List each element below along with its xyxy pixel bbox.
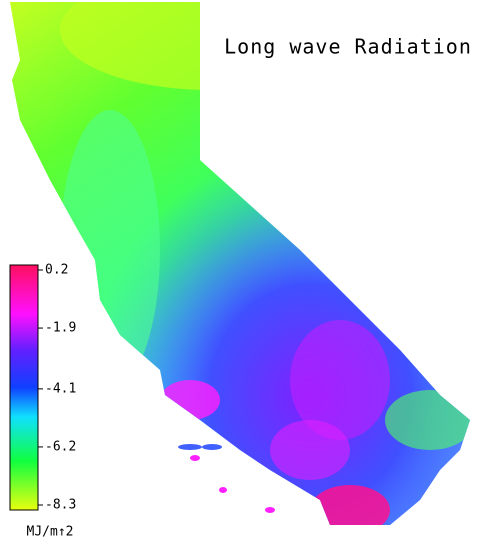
colorbar-tick-label: -6.2 [45, 439, 76, 454]
islands [178, 444, 275, 513]
colorbar-ramp [9, 264, 39, 511]
colorbar-tick-label: -8.3 [45, 498, 76, 513]
colorbar-tick-label: 0.2 [45, 263, 68, 278]
colorbar-tick-label: -1.9 [45, 321, 76, 336]
map-title: Long wave Radiation [224, 35, 472, 59]
colorbar-tick-label: -4.1 [45, 381, 76, 396]
colorbar-unit: MJ/m↑2 [27, 525, 74, 540]
colorbar: MJ/m↑2 0.2 -1.9 -4.1 -6.2 -8.3 [9, 263, 76, 540]
